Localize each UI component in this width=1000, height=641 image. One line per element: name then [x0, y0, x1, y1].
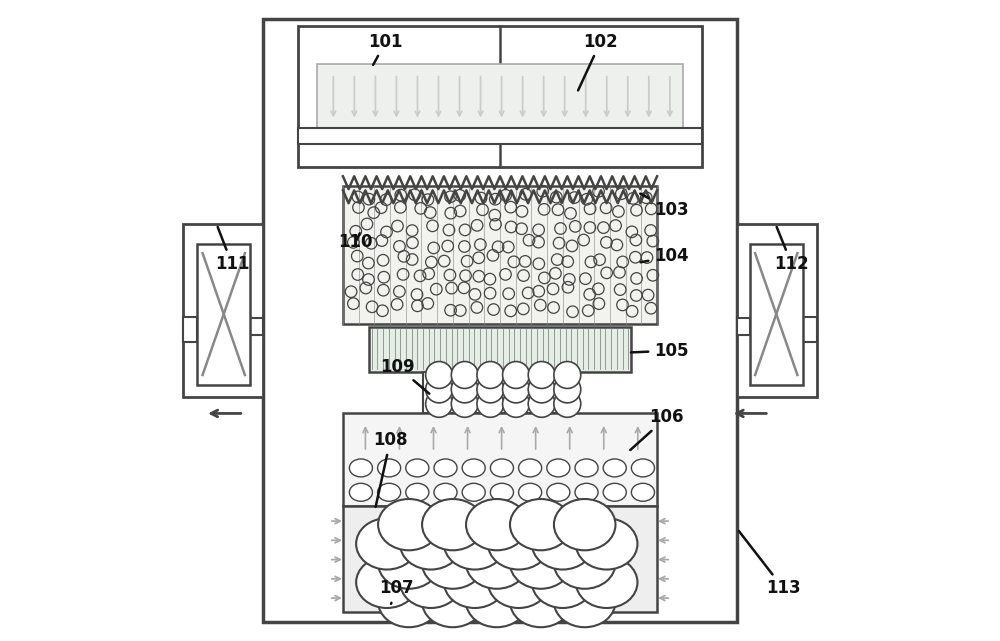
Circle shape: [554, 376, 581, 403]
Ellipse shape: [554, 537, 615, 588]
Ellipse shape: [378, 576, 440, 627]
Ellipse shape: [575, 483, 598, 501]
Ellipse shape: [603, 459, 626, 477]
Circle shape: [528, 362, 555, 388]
Ellipse shape: [519, 483, 542, 501]
Ellipse shape: [519, 459, 542, 477]
Ellipse shape: [422, 537, 484, 588]
Circle shape: [503, 362, 529, 388]
Ellipse shape: [434, 483, 457, 501]
Text: 103: 103: [640, 194, 688, 219]
Ellipse shape: [434, 459, 457, 477]
Ellipse shape: [532, 556, 593, 608]
Ellipse shape: [490, 459, 513, 477]
Ellipse shape: [462, 483, 485, 501]
Ellipse shape: [466, 576, 528, 627]
Bar: [369, 327, 631, 372]
Bar: [250, 319, 263, 335]
Bar: [183, 317, 197, 342]
Ellipse shape: [576, 556, 637, 608]
Text: 108: 108: [373, 431, 408, 507]
Ellipse shape: [575, 459, 598, 477]
Ellipse shape: [356, 556, 418, 608]
Bar: [423, 372, 577, 413]
Bar: [197, 244, 250, 385]
Ellipse shape: [510, 499, 572, 550]
Ellipse shape: [631, 459, 654, 477]
Bar: [298, 128, 702, 144]
Ellipse shape: [603, 483, 626, 501]
Ellipse shape: [349, 483, 372, 501]
Ellipse shape: [554, 576, 615, 627]
Circle shape: [554, 362, 581, 388]
Ellipse shape: [356, 518, 418, 570]
Ellipse shape: [510, 537, 572, 588]
Circle shape: [451, 376, 478, 403]
Ellipse shape: [444, 556, 506, 608]
Circle shape: [426, 362, 453, 388]
Text: 106: 106: [630, 408, 684, 450]
Ellipse shape: [422, 576, 484, 627]
Bar: [803, 317, 817, 342]
Ellipse shape: [631, 483, 654, 501]
Ellipse shape: [406, 483, 429, 501]
Circle shape: [477, 362, 504, 388]
Text: 111: 111: [215, 227, 249, 273]
Text: 112: 112: [774, 227, 809, 273]
Circle shape: [451, 362, 478, 388]
Bar: [343, 413, 657, 506]
Ellipse shape: [422, 499, 484, 550]
Ellipse shape: [462, 459, 485, 477]
Ellipse shape: [378, 537, 440, 588]
Bar: [737, 224, 817, 397]
Circle shape: [426, 390, 453, 417]
Circle shape: [426, 376, 453, 403]
Ellipse shape: [349, 459, 372, 477]
Text: 107: 107: [379, 579, 414, 604]
Ellipse shape: [488, 518, 550, 570]
Ellipse shape: [378, 483, 401, 501]
Bar: [317, 64, 683, 128]
Text: 104: 104: [641, 247, 688, 265]
Circle shape: [503, 390, 529, 417]
Text: 102: 102: [578, 33, 618, 90]
Bar: [737, 319, 750, 335]
Circle shape: [528, 390, 555, 417]
Ellipse shape: [490, 483, 513, 501]
Bar: [263, 19, 737, 622]
Ellipse shape: [400, 556, 462, 608]
Ellipse shape: [466, 499, 528, 550]
Ellipse shape: [532, 518, 593, 570]
Circle shape: [554, 390, 581, 417]
Bar: [343, 506, 657, 612]
Ellipse shape: [400, 518, 462, 570]
Text: 101: 101: [369, 33, 403, 65]
Ellipse shape: [488, 556, 550, 608]
Circle shape: [451, 390, 478, 417]
Ellipse shape: [510, 576, 572, 627]
Bar: [750, 244, 803, 385]
Circle shape: [477, 390, 504, 417]
Ellipse shape: [547, 459, 570, 477]
Ellipse shape: [444, 518, 506, 570]
Circle shape: [477, 376, 504, 403]
Ellipse shape: [576, 518, 637, 570]
Circle shape: [503, 376, 529, 403]
Bar: [343, 186, 657, 324]
Bar: [298, 26, 702, 167]
Ellipse shape: [547, 483, 570, 501]
Bar: [183, 224, 263, 397]
Ellipse shape: [378, 499, 440, 550]
Text: 113: 113: [739, 531, 801, 597]
Ellipse shape: [378, 459, 401, 477]
Text: 110: 110: [338, 233, 373, 251]
Ellipse shape: [554, 499, 615, 550]
Text: 109: 109: [380, 358, 429, 394]
Text: 105: 105: [631, 342, 688, 360]
Circle shape: [528, 376, 555, 403]
Ellipse shape: [406, 459, 429, 477]
Ellipse shape: [466, 537, 528, 588]
